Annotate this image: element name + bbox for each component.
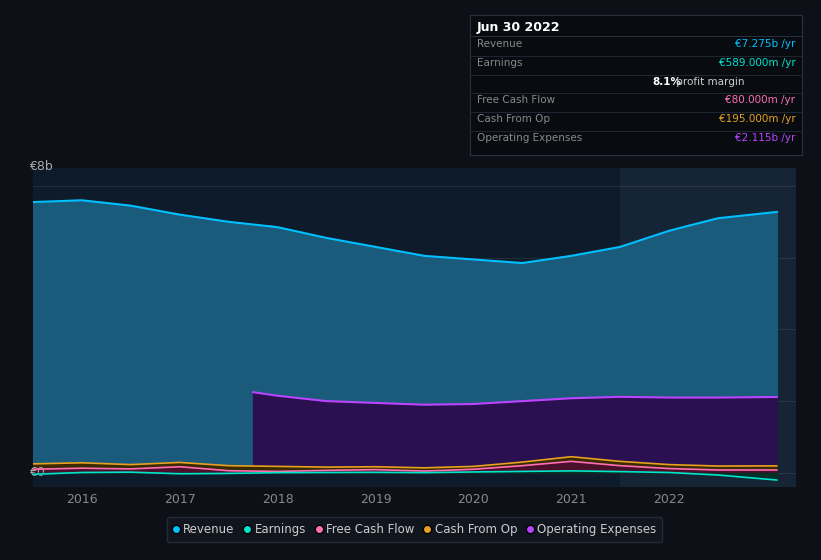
Text: Operating Expenses: Operating Expenses <box>476 133 582 143</box>
Text: €195.000m /yr: €195.000m /yr <box>718 114 796 124</box>
Text: €0: €0 <box>29 466 45 479</box>
Text: 8.1%: 8.1% <box>653 77 681 87</box>
Text: Free Cash Flow: Free Cash Flow <box>476 95 555 105</box>
Text: €2.115b /yr: €2.115b /yr <box>735 133 796 143</box>
Text: profit margin: profit margin <box>673 77 745 87</box>
Text: €589.000m /yr: €589.000m /yr <box>718 58 796 68</box>
Text: €80.000m /yr: €80.000m /yr <box>726 95 796 105</box>
Text: Revenue: Revenue <box>476 39 521 49</box>
Bar <box>620 168 796 487</box>
Text: Jun 30 2022: Jun 30 2022 <box>476 21 560 34</box>
Text: €7.275b /yr: €7.275b /yr <box>735 39 796 49</box>
Text: Earnings: Earnings <box>476 58 522 68</box>
Text: Cash From Op: Cash From Op <box>476 114 549 124</box>
Legend: Revenue, Earnings, Free Cash Flow, Cash From Op, Operating Expenses: Revenue, Earnings, Free Cash Flow, Cash … <box>167 517 663 542</box>
Text: €8b: €8b <box>29 160 53 173</box>
